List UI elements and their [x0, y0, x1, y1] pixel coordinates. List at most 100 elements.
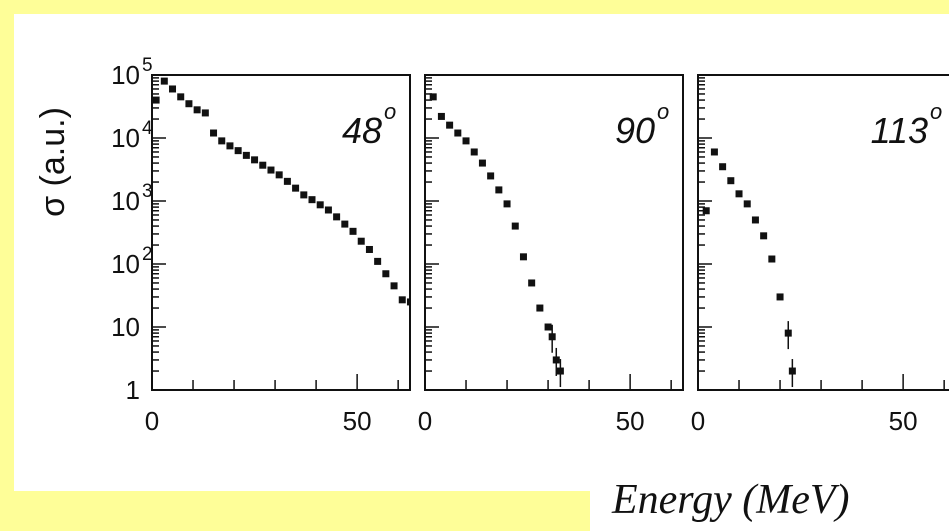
data-point — [193, 106, 201, 114]
x-tick-label: 50 — [616, 406, 645, 436]
x-tick-label: 0 — [691, 406, 705, 436]
data-point — [177, 93, 185, 101]
y-tick-label-base: 10 — [111, 123, 140, 153]
y-tick-label-base: 10 — [111, 312, 140, 342]
data-point — [719, 163, 727, 171]
x-tick-label: 0 — [145, 406, 159, 436]
y-tick-label: 10 5 — [111, 55, 153, 90]
panel-angle-label: 48 — [342, 110, 382, 151]
y-axis-label: σ (a.u.) — [34, 107, 72, 217]
y-tick-label-base: 10 — [111, 60, 140, 90]
panel-2: 0 50 90 o — [418, 74, 684, 436]
data-point — [365, 245, 373, 253]
y-tick-label-exponent: 4 — [142, 118, 153, 139]
data-point — [446, 121, 454, 129]
y-tick-label-base: 1 — [126, 375, 140, 405]
data-point — [406, 298, 410, 306]
data-point — [470, 148, 478, 156]
data-point — [495, 186, 503, 194]
data-point — [552, 356, 560, 364]
data-point — [333, 213, 341, 221]
data-point — [511, 222, 519, 230]
data-point — [415, 312, 422, 319]
data-point — [169, 85, 177, 93]
data-point — [710, 148, 718, 156]
y-tick-label: 10 2 — [111, 244, 153, 279]
data-point — [234, 147, 242, 155]
data-point — [743, 200, 751, 208]
data-point — [727, 177, 735, 185]
y-tick-label: 1 — [126, 375, 140, 405]
panel-frame — [697, 74, 949, 391]
data-point — [528, 279, 536, 287]
data-point — [259, 161, 267, 169]
data-point — [267, 166, 275, 174]
data-point — [275, 171, 283, 179]
data-point — [251, 156, 259, 164]
data-point — [462, 137, 470, 145]
data-point — [440, 342, 447, 349]
data-point — [784, 329, 792, 337]
panel-frame — [151, 74, 411, 391]
data-point — [776, 293, 784, 301]
y-tick-label-exponent: 3 — [142, 181, 153, 202]
y-tick-label: 10 3 — [111, 181, 153, 216]
panel-angle-label: 90 — [615, 110, 655, 151]
data-point — [152, 96, 160, 104]
plot-background — [14, 14, 949, 491]
data-point — [292, 184, 300, 192]
data-point — [242, 151, 250, 159]
data-point — [218, 137, 226, 145]
data-point — [487, 172, 495, 180]
y-tick-label-exponent: 5 — [142, 55, 153, 76]
data-point — [349, 227, 357, 235]
data-point — [429, 93, 437, 101]
panel-angle-degree: o — [657, 99, 669, 124]
panel-angle-degree: o — [930, 99, 942, 124]
y-tick-label: 10 — [111, 312, 140, 342]
data-point — [544, 323, 552, 331]
data-point — [210, 129, 218, 137]
data-point — [300, 191, 308, 199]
data-point — [324, 206, 332, 214]
data-point — [226, 142, 234, 150]
data-point — [432, 349, 439, 356]
panel-angle-label: 113 — [871, 110, 928, 151]
x-axis-label: Energy (MeV) — [612, 477, 850, 523]
data-point — [201, 109, 209, 117]
data-point — [768, 255, 776, 263]
data-point — [548, 333, 556, 341]
x-tick-label: 50 — [343, 406, 372, 436]
x-tick-label: 0 — [418, 406, 432, 436]
data-point — [160, 77, 168, 85]
data-point — [478, 159, 486, 167]
data-point — [735, 190, 743, 198]
xlabel-background — [590, 480, 949, 531]
y-tick-label-base: 10 — [111, 186, 140, 216]
data-point — [556, 367, 564, 375]
panel-angle-degree: o — [384, 99, 396, 124]
data-point — [436, 368, 443, 375]
panel-1: 0 50 48 o — [145, 74, 447, 436]
data-point — [382, 270, 390, 278]
data-point — [283, 177, 291, 185]
panel-frame — [424, 74, 684, 391]
data-points — [429, 93, 564, 388]
y-tick-label-exponent: 2 — [142, 244, 153, 265]
data-point — [503, 200, 511, 208]
data-point — [185, 100, 193, 108]
data-point — [390, 282, 398, 290]
data-point — [760, 232, 768, 240]
data-point — [398, 296, 406, 304]
data-point — [536, 304, 544, 312]
data-point — [702, 207, 710, 215]
data-point — [341, 220, 349, 228]
data-point — [374, 257, 382, 265]
y-tick-label-base: 10 — [111, 249, 140, 279]
data-points — [152, 77, 447, 375]
data-point — [357, 237, 365, 245]
x-tick-label: 50 — [889, 406, 918, 436]
data-point — [316, 201, 324, 209]
